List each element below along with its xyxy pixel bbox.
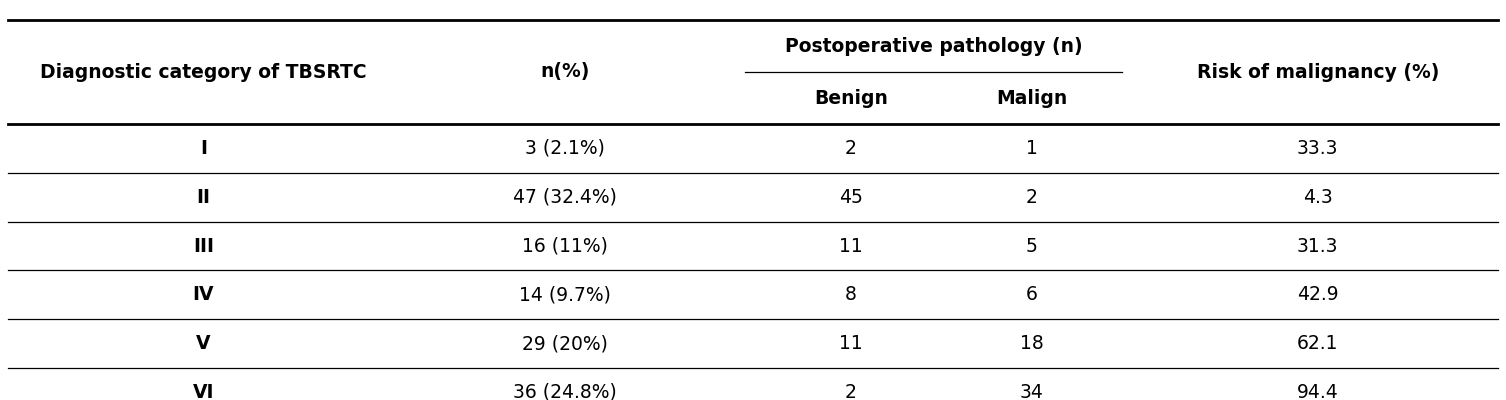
Text: 6: 6 — [1026, 285, 1038, 304]
Text: 3 (2.1%): 3 (2.1%) — [524, 139, 605, 158]
Text: 2: 2 — [845, 383, 857, 400]
Text: 5: 5 — [1026, 236, 1038, 256]
Text: 4.3: 4.3 — [1303, 188, 1333, 207]
Text: III: III — [193, 236, 214, 256]
Text: Benign: Benign — [813, 88, 889, 108]
Text: 31.3: 31.3 — [1297, 236, 1339, 256]
Text: I: I — [200, 139, 206, 158]
Text: Malign: Malign — [995, 88, 1068, 108]
Text: 11: 11 — [839, 236, 863, 256]
Text: V: V — [196, 334, 211, 353]
Text: 14 (9.7%): 14 (9.7%) — [518, 285, 611, 304]
Text: 34: 34 — [1020, 383, 1044, 400]
Text: II: II — [196, 188, 211, 207]
Text: 62.1: 62.1 — [1297, 334, 1339, 353]
Text: Postoperative pathology (n): Postoperative pathology (n) — [785, 36, 1083, 56]
Text: 1: 1 — [1026, 139, 1038, 158]
Text: 45: 45 — [839, 188, 863, 207]
Text: Risk of malignancy (%): Risk of malignancy (%) — [1197, 62, 1438, 82]
Text: 8: 8 — [845, 285, 857, 304]
Text: 11: 11 — [839, 334, 863, 353]
Text: 42.9: 42.9 — [1297, 285, 1339, 304]
Text: 36 (24.8%): 36 (24.8%) — [514, 383, 616, 400]
Text: 94.4: 94.4 — [1297, 383, 1339, 400]
Text: IV: IV — [193, 285, 214, 304]
Text: VI: VI — [193, 383, 214, 400]
Text: n(%): n(%) — [541, 62, 589, 82]
Text: 18: 18 — [1020, 334, 1044, 353]
Text: 2: 2 — [845, 139, 857, 158]
Text: 47 (32.4%): 47 (32.4%) — [514, 188, 616, 207]
Text: Diagnostic category of TBSRTC: Diagnostic category of TBSRTC — [41, 62, 366, 82]
Text: 29 (20%): 29 (20%) — [521, 334, 608, 353]
Text: 16 (11%): 16 (11%) — [521, 236, 608, 256]
Text: 2: 2 — [1026, 188, 1038, 207]
Text: 33.3: 33.3 — [1297, 139, 1339, 158]
